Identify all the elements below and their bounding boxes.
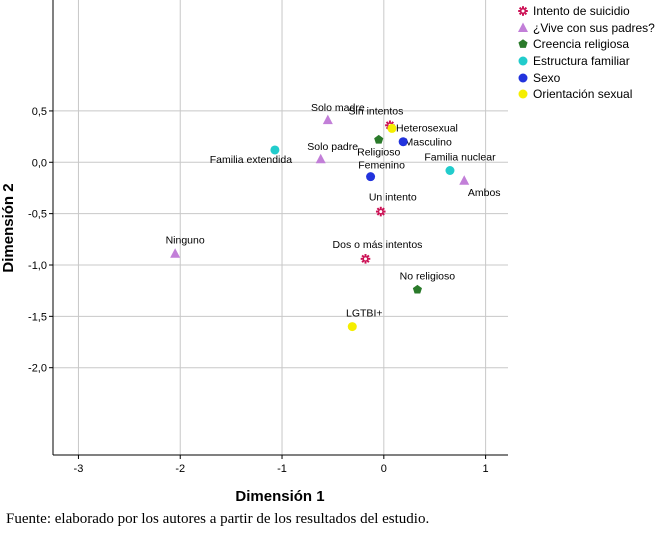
point-label: Solo padre: [307, 141, 358, 153]
y-tick-label: 0,5: [32, 106, 47, 118]
x-axis-title: Dimensión 1: [235, 488, 324, 505]
point-label: Familia extendida: [210, 154, 292, 166]
data-point: [170, 248, 181, 258]
legend-label: Intento de suicidio: [533, 4, 630, 19]
legend-item: Estructura familiar: [516, 53, 655, 70]
y-tick-label: -0,5: [28, 209, 47, 221]
y-tick-label: -2,0: [28, 363, 47, 375]
data-point: [360, 254, 371, 264]
circle-marker-icon: [518, 73, 528, 83]
legend-label: Orientación sexual: [533, 87, 633, 102]
point-label: Un intento: [369, 192, 417, 204]
legend-item: Intento de suicidio: [516, 3, 655, 20]
axes: -3 -2 -1 0 1 0,5 0,0 -0,5 -1,0 -1,5 -2,0: [28, 0, 508, 475]
legend-marker-shape: [518, 39, 528, 49]
x-tick-label: -2: [175, 463, 185, 475]
point-label: No religioso: [400, 271, 456, 283]
data-points: [170, 114, 470, 332]
legend-marker-shape: [518, 56, 528, 66]
figure-caption: Fuente: elaborado por los autores a part…: [6, 511, 430, 527]
circle-marker-icon: [518, 89, 528, 99]
legend-marker-shape: [518, 6, 528, 17]
y-axis-title: Dimensión 2: [0, 183, 17, 272]
y-tick-label: -1,0: [28, 260, 47, 272]
legend-item: ¿Vive con sus padres?: [516, 20, 655, 37]
point-label: Masculino: [405, 137, 452, 149]
legend-item: Creencia religiosa: [516, 36, 655, 53]
x-tick-label: -1: [277, 463, 287, 475]
point-label: LGTBI+: [346, 308, 382, 320]
point-label: Dos o más intentos: [333, 239, 423, 251]
legend-label: Sexo: [533, 70, 561, 85]
legend-marker-shape: [518, 89, 528, 99]
data-point: [315, 153, 326, 164]
point-label: Ninguno: [166, 235, 205, 247]
triangle-marker-icon: [518, 22, 528, 32]
x-tick-label: 0: [381, 463, 387, 475]
data-point: [375, 206, 386, 217]
data-point: [347, 322, 357, 332]
data-point: [412, 284, 422, 294]
data-point: [459, 175, 470, 185]
point-label: Familia nuclear: [424, 151, 496, 163]
data-point: [445, 165, 455, 175]
x-tick-label: 1: [483, 463, 489, 475]
gridlines: [53, 0, 508, 455]
chart: -3 -2 -1 0 1 0,5 0,0 -0,5 -1,0 -1,5 -2,0 Sin inten…: [0, 0, 508, 505]
point-label: Femenino: [358, 160, 405, 172]
asterisk-marker-icon: [518, 6, 528, 17]
data-point: [366, 172, 376, 182]
plot-area: [53, 0, 508, 455]
y-tick-label: -1,5: [28, 311, 47, 323]
data-point: [387, 123, 397, 133]
point-label: Sin intentos: [348, 105, 403, 117]
legend-label: Creencia religiosa: [533, 37, 630, 52]
point-label: Religioso: [357, 147, 400, 159]
point-label: Ambos: [468, 187, 501, 199]
legend-label: ¿Vive con sus padres?: [533, 20, 655, 35]
legend-marker-shape: [518, 22, 528, 32]
circle-marker-icon: [518, 56, 528, 66]
point-labels: Sin intentos Un intento Dos o más intentos…: [166, 102, 501, 319]
pentagon-marker-icon: [518, 39, 528, 49]
legend: Intento de suicidio ¿Vive con sus padres?…: [516, 3, 655, 103]
point-label: Solo madre: [311, 102, 365, 114]
data-point: [322, 114, 333, 125]
legend-label: Estructura familiar: [533, 54, 630, 69]
x-tick-label: -3: [74, 463, 84, 475]
y-tick-label: 0,0: [32, 157, 47, 169]
data-point: [398, 137, 408, 147]
point-label: Heterosexual: [396, 122, 458, 134]
data-point: [270, 145, 280, 155]
data-point: [374, 134, 384, 144]
legend-item: Sexo: [516, 69, 655, 86]
legend-marker-shape: [518, 73, 528, 83]
legend-item: Orientación sexual: [516, 86, 655, 103]
